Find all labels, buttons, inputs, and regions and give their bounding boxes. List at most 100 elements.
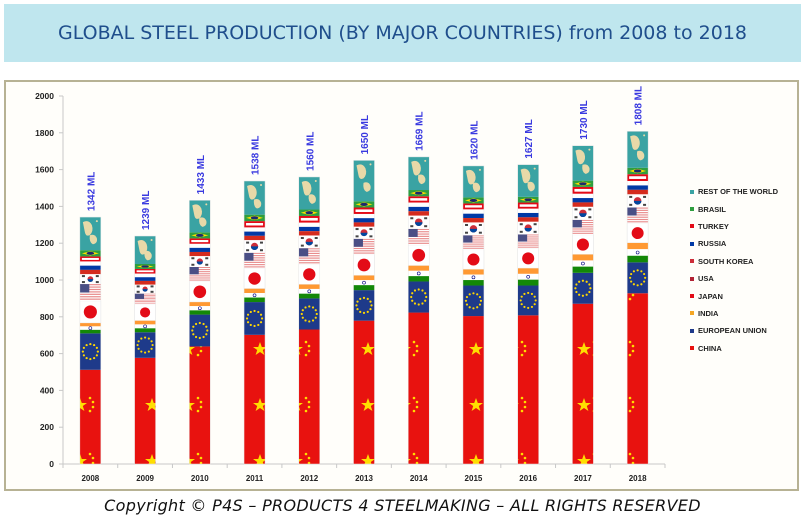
- brasil-globe: [196, 233, 204, 237]
- usa-stripe: [189, 279, 211, 281]
- russia-blue: [462, 213, 484, 219]
- legend-label: SOUTH KOREA: [698, 256, 754, 266]
- brasil-globe: [524, 198, 532, 202]
- india-chakra: [198, 306, 202, 311]
- eu-star: [194, 322, 198, 326]
- eu-star: [588, 290, 591, 294]
- eu-star: [520, 295, 523, 298]
- eu-star: [468, 293, 471, 296]
- usa-stripe: [353, 247, 375, 250]
- korea-taeguk-blue: [360, 232, 368, 237]
- usa-stripe: [79, 291, 101, 293]
- brasil-globe: [469, 198, 478, 202]
- eu-star: [314, 316, 317, 319]
- legend-swatch: [690, 241, 694, 246]
- map-landmass: [472, 182, 481, 193]
- eu-star: [472, 307, 475, 310]
- eu-star: [140, 350, 143, 353]
- korea-trigram: [205, 257, 209, 260]
- usa-stripe: [627, 218, 649, 221]
- korea-trigram: [81, 281, 85, 284]
- eu-star: [478, 295, 482, 299]
- india-chakra: [252, 293, 257, 298]
- usa-stripe: [353, 241, 375, 243]
- segment-european-union: [462, 285, 484, 317]
- korea-trigram: [369, 228, 373, 231]
- segment-european-union: [79, 333, 101, 370]
- korea-trigram: [259, 241, 263, 244]
- legend-swatch: [690, 276, 694, 281]
- eu-star: [311, 319, 315, 322]
- eu-star: [630, 272, 633, 276]
- korea-trigram: [314, 237, 318, 240]
- legend-swatch: [690, 259, 694, 264]
- map-island: [643, 134, 646, 137]
- japan-disc: [303, 268, 316, 281]
- turkey-crescent: [191, 240, 209, 243]
- legend-item: REST OF THE WORLD: [690, 183, 778, 200]
- bars: [79, 131, 649, 465]
- eu-star: [96, 350, 99, 353]
- eu-star: [411, 292, 414, 295]
- turkey-crescent: [300, 217, 318, 221]
- russia-red: [572, 202, 594, 207]
- bar-outline: [243, 180, 266, 465]
- eu-star: [636, 284, 639, 287]
- bar-outline: [134, 235, 156, 465]
- eu-star: [143, 351, 147, 354]
- map-island: [369, 163, 372, 166]
- bar-2013: [353, 160, 375, 465]
- legend-item: JAPAN: [690, 287, 778, 304]
- usa-stripe: [189, 269, 211, 271]
- map-landmass: [137, 240, 148, 255]
- eu-star: [581, 294, 585, 297]
- eu-star: [300, 312, 303, 316]
- korea-trigram: [588, 216, 592, 219]
- map-landmass: [520, 168, 531, 184]
- map-island: [533, 167, 536, 170]
- segment-india-white: [189, 306, 211, 311]
- eu-star: [257, 310, 260, 314]
- total-label: 1730 ML: [579, 100, 590, 139]
- usa-stripe: [79, 293, 101, 295]
- map-landmass: [247, 185, 257, 200]
- korea-trigram: [259, 249, 263, 252]
- segment-china: [627, 293, 649, 464]
- usa-stripe: [134, 302, 156, 304]
- map-landmass: [418, 174, 426, 185]
- segment-russia: [189, 243, 211, 248]
- eu-star: [578, 280, 581, 283]
- eu-star: [472, 292, 475, 295]
- x-tick-label: 2018: [629, 474, 647, 483]
- eu-star: [523, 305, 526, 309]
- y-tick-label: 1800: [35, 128, 54, 138]
- legend: REST OF THE WORLD BRASIL TURKEY RUSSIA SOUTH…: [690, 183, 778, 357]
- total-label: 1538 ML: [251, 136, 262, 175]
- japan-disc: [248, 272, 261, 285]
- usa-stripe: [244, 257, 266, 259]
- korea-trigram: [629, 195, 633, 198]
- map-landmass: [144, 250, 152, 261]
- turkey-crescent: [136, 270, 154, 273]
- segment-india: [353, 275, 375, 281]
- segment-india: [134, 320, 156, 325]
- eu-star: [578, 293, 581, 296]
- korea-trigram: [643, 195, 647, 198]
- korea-taeguk-blue: [469, 228, 478, 233]
- usa-stripe: [462, 239, 484, 241]
- eu-star: [533, 295, 536, 298]
- india-chakra: [581, 261, 585, 266]
- usa-stripe: [134, 296, 156, 298]
- usa-stripe: [298, 259, 320, 262]
- segment-india-white: [353, 280, 375, 286]
- eu-star: [523, 292, 526, 296]
- eu-star: [468, 306, 471, 309]
- segment-india: [462, 269, 484, 275]
- map-island: [150, 239, 153, 242]
- eu-star: [362, 311, 366, 314]
- eu-star: [249, 310, 252, 314]
- bar-outline: [189, 200, 211, 465]
- map-landmass: [527, 181, 535, 192]
- x-tick-label: 2012: [300, 474, 318, 483]
- japan-disc: [140, 307, 151, 318]
